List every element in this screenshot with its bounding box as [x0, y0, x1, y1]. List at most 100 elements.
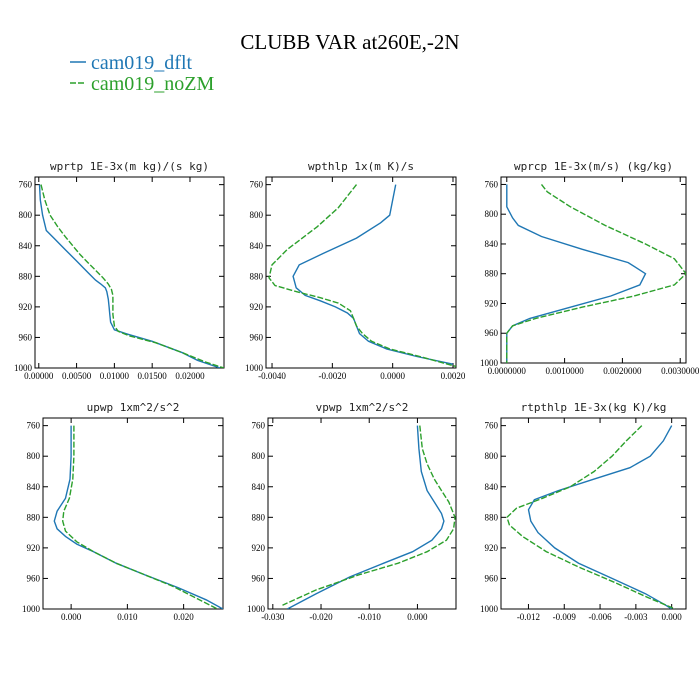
y-tick-label: 800	[19, 210, 33, 220]
series-line-nozm	[268, 184, 456, 368]
x-tick-label: -0.003	[624, 612, 648, 622]
series-line-dflt	[506, 184, 647, 363]
plot-frame	[42, 417, 224, 610]
x-tick-label: 0.00500	[62, 371, 92, 381]
y-tick-label: 840	[19, 241, 33, 251]
panel-title: wpthlp 1x(m K)/s	[308, 160, 414, 173]
y-tick-label: 1000	[480, 604, 499, 614]
y-tick-label: 800	[250, 210, 264, 220]
y-tick-label: 960	[485, 328, 499, 338]
plot-frame	[34, 176, 225, 369]
y-tick-label: 880	[485, 269, 499, 279]
x-tick-label: -0.0040	[258, 371, 286, 381]
x-tick-label: 0.01500	[138, 371, 168, 381]
series-line-dflt	[38, 184, 221, 368]
y-tick-label: 760	[19, 180, 33, 190]
y-tick-label: 1000	[480, 358, 499, 368]
y-tick-label: 760	[27, 421, 41, 431]
series-line-nozm	[282, 425, 456, 606]
y-tick-label: 760	[485, 179, 499, 189]
x-tick-label: 0.0000	[380, 371, 405, 381]
y-tick-label: 840	[485, 482, 499, 492]
x-tick-label: 0.02000	[175, 371, 205, 381]
y-tick-label: 880	[250, 271, 264, 281]
y-tick-label: 800	[252, 451, 266, 461]
y-tick-label: 1000	[247, 604, 266, 614]
y-tick-label: 920	[485, 298, 499, 308]
y-tick-label: 920	[485, 543, 499, 553]
y-tick-label: 920	[252, 543, 266, 553]
x-tick-label: -0.020	[309, 612, 333, 622]
panel-title: rtpthlp 1E-3x(kg K)/kg	[521, 401, 667, 414]
x-tick-label: -0.0020	[318, 371, 346, 381]
panel-3: wprcp 1E-3x(m/s) (kg/kg) 760 800 840 880 920 9…	[480, 160, 700, 376]
x-tick-label: -0.010	[358, 612, 382, 622]
plot-frame	[500, 176, 687, 364]
y-tick-label: 880	[485, 512, 499, 522]
y-tick-label: 880	[19, 271, 33, 281]
y-tick-label: 760	[485, 421, 499, 431]
series-line-dflt	[286, 425, 445, 609]
x-tick-label: 0.020	[174, 612, 195, 622]
panel-5: vpwp 1xm^2/s^27608008408809209601000-0.0…	[247, 401, 457, 622]
y-tick-label: 760	[252, 421, 266, 431]
x-tick-label: 0.010	[117, 612, 138, 622]
plot-frame	[267, 417, 457, 610]
y-tick-label: 1000	[14, 363, 33, 373]
panel-title: upwp 1xm^2/s^2	[87, 401, 180, 414]
panel-4: upwp 1xm^2/s^2 760 800 840 880 920 960 1000 0.00…	[22, 401, 224, 622]
legend: cam019_dflt cam019_noZM	[70, 52, 215, 95]
panel-6: rtpthlp 1E-3x(kg K)/kg 760 800 840 880 920 960…	[480, 401, 687, 622]
panels: wprtp 1E-3x(m kg)/(s kg) 760 800 840 880 920 9…	[14, 160, 700, 622]
y-tick-label: 800	[485, 209, 499, 219]
panel-1: wprtp 1E-3x(m kg)/(s kg) 760 800 840 880 920 9…	[14, 160, 225, 381]
x-tick-label: 0.0030000	[661, 366, 700, 376]
y-tick-label: 960	[252, 573, 266, 583]
y-tick-label: 920	[250, 302, 264, 312]
y-tick-label: 920	[19, 302, 33, 312]
x-tick-label: -0.030	[261, 612, 285, 622]
y-tick-label: 840	[252, 482, 266, 492]
x-tick-label: 0.0020000	[603, 366, 642, 376]
y-tick-label: 1000	[22, 604, 41, 614]
y-tick-label: 880	[27, 512, 41, 522]
x-tick-label: -0.009	[553, 612, 577, 622]
y-tick-label: 960	[250, 332, 264, 342]
panel-2: wpthlp 1x(m K)/s7608008408809209601000-0…	[245, 160, 466, 381]
y-tick-label: 880	[252, 512, 266, 522]
plot-frame	[500, 417, 687, 610]
panel-title: wprtp 1E-3x(m kg)/(s kg)	[50, 160, 209, 173]
series-line-nozm	[61, 425, 218, 609]
y-tick-label: 760	[250, 180, 264, 190]
y-tick-label: 840	[250, 241, 264, 251]
series-line-dflt	[292, 184, 454, 365]
y-tick-label: 920	[27, 543, 41, 553]
figure-title: CLUBB VAR at260E,-2N	[240, 30, 459, 54]
x-tick-label: -0.006	[588, 612, 612, 622]
x-tick-label: 0.00000	[24, 371, 54, 381]
x-tick-label: 0.0000000	[488, 366, 527, 376]
series-line-nozm	[506, 425, 676, 609]
legend-label-nozm: cam019_noZM	[91, 73, 215, 95]
x-tick-label: -0.012	[517, 612, 540, 622]
x-tick-label: 0.0020	[441, 371, 466, 381]
x-tick-label: 0.000	[61, 612, 82, 622]
x-tick-label: 0.000	[662, 612, 683, 622]
y-tick-label: 960	[485, 573, 499, 583]
series-line-nozm	[506, 183, 686, 363]
plot-frame	[265, 176, 457, 369]
y-tick-label: 800	[485, 451, 499, 461]
x-tick-label: 0.01000	[100, 371, 130, 381]
series-line-dflt	[527, 425, 673, 609]
series-line-nozm	[40, 184, 224, 368]
y-tick-label: 960	[27, 573, 41, 583]
legend-label-dflt: cam019_dflt	[91, 52, 193, 74]
y-tick-label: 1000	[245, 363, 264, 373]
y-tick-label: 840	[485, 239, 499, 249]
x-tick-label: 0.000	[407, 612, 428, 622]
panel-title: vpwp 1xm^2/s^2	[316, 401, 409, 414]
x-tick-label: 0.0010000	[545, 366, 584, 376]
y-tick-label: 840	[27, 482, 41, 492]
panel-title: wprcp 1E-3x(m/s) (kg/kg)	[514, 160, 673, 173]
